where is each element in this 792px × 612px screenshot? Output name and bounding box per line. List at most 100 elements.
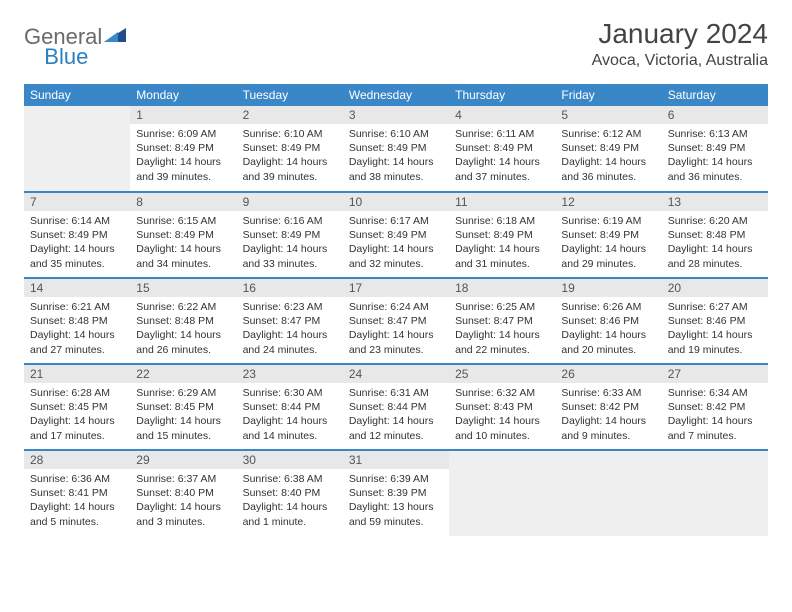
dayheader-sun: Sunday bbox=[24, 84, 130, 106]
sunset-text: Sunset: 8:49 PM bbox=[561, 141, 655, 155]
daylight-text: Daylight: 14 hours and 5 minutes. bbox=[30, 500, 124, 528]
daylight-text: Daylight: 14 hours and 3 minutes. bbox=[136, 500, 230, 528]
dayheader-sat: Saturday bbox=[662, 84, 768, 106]
sunset-text: Sunset: 8:49 PM bbox=[349, 141, 443, 155]
sunrise-text: Sunrise: 6:24 AM bbox=[349, 300, 443, 314]
day-number: 27 bbox=[662, 365, 768, 383]
calendar-cell: 16Sunrise: 6:23 AMSunset: 8:47 PMDayligh… bbox=[237, 278, 343, 364]
sunrise-text: Sunrise: 6:39 AM bbox=[349, 472, 443, 486]
day-content: Sunrise: 6:32 AMSunset: 8:43 PMDaylight:… bbox=[449, 383, 555, 447]
day-content: Sunrise: 6:28 AMSunset: 8:45 PMDaylight:… bbox=[24, 383, 130, 447]
daylight-text: Daylight: 14 hours and 12 minutes. bbox=[349, 414, 443, 442]
sunrise-text: Sunrise: 6:13 AM bbox=[668, 127, 762, 141]
daylight-text: Daylight: 14 hours and 23 minutes. bbox=[349, 328, 443, 356]
sunrise-text: Sunrise: 6:36 AM bbox=[30, 472, 124, 486]
location-label: Avoca, Victoria, Australia bbox=[592, 52, 768, 70]
sunset-text: Sunset: 8:44 PM bbox=[243, 400, 337, 414]
daylight-text: Daylight: 14 hours and 31 minutes. bbox=[455, 242, 549, 270]
sunrise-text: Sunrise: 6:29 AM bbox=[136, 386, 230, 400]
day-content: Sunrise: 6:19 AMSunset: 8:49 PMDaylight:… bbox=[555, 211, 661, 275]
daylight-text: Daylight: 14 hours and 22 minutes. bbox=[455, 328, 549, 356]
calendar-row: 21Sunrise: 6:28 AMSunset: 8:45 PMDayligh… bbox=[24, 364, 768, 450]
calendar-cell: 20Sunrise: 6:27 AMSunset: 8:46 PMDayligh… bbox=[662, 278, 768, 364]
daylight-text: Daylight: 14 hours and 39 minutes. bbox=[136, 155, 230, 183]
day-content: Sunrise: 6:12 AMSunset: 8:49 PMDaylight:… bbox=[555, 124, 661, 188]
calendar-cell: 21Sunrise: 6:28 AMSunset: 8:45 PMDayligh… bbox=[24, 364, 130, 450]
daylight-text: Daylight: 14 hours and 17 minutes. bbox=[30, 414, 124, 442]
dayheader-tue: Tuesday bbox=[237, 84, 343, 106]
day-number: 11 bbox=[449, 193, 555, 211]
sunset-text: Sunset: 8:49 PM bbox=[136, 228, 230, 242]
day-number: 29 bbox=[130, 451, 236, 469]
day-content: Sunrise: 6:11 AMSunset: 8:49 PMDaylight:… bbox=[449, 124, 555, 188]
calendar-cell: 7Sunrise: 6:14 AMSunset: 8:49 PMDaylight… bbox=[24, 192, 130, 278]
day-content: Sunrise: 6:10 AMSunset: 8:49 PMDaylight:… bbox=[343, 124, 449, 188]
daylight-text: Daylight: 14 hours and 36 minutes. bbox=[561, 155, 655, 183]
day-content: Sunrise: 6:22 AMSunset: 8:48 PMDaylight:… bbox=[130, 297, 236, 361]
day-content: Sunrise: 6:13 AMSunset: 8:49 PMDaylight:… bbox=[662, 124, 768, 188]
day-content: Sunrise: 6:20 AMSunset: 8:48 PMDaylight:… bbox=[662, 211, 768, 275]
day-content: Sunrise: 6:16 AMSunset: 8:49 PMDaylight:… bbox=[237, 211, 343, 275]
day-content: Sunrise: 6:26 AMSunset: 8:46 PMDaylight:… bbox=[555, 297, 661, 361]
calendar-cell bbox=[555, 450, 661, 536]
calendar-table: Sunday Monday Tuesday Wednesday Thursday… bbox=[24, 84, 768, 536]
day-number: 31 bbox=[343, 451, 449, 469]
sunset-text: Sunset: 8:46 PM bbox=[668, 314, 762, 328]
sunrise-text: Sunrise: 6:16 AM bbox=[243, 214, 337, 228]
day-number: 18 bbox=[449, 279, 555, 297]
calendar-cell: 8Sunrise: 6:15 AMSunset: 8:49 PMDaylight… bbox=[130, 192, 236, 278]
day-number: 26 bbox=[555, 365, 661, 383]
calendar-cell bbox=[449, 450, 555, 536]
day-content: Sunrise: 6:36 AMSunset: 8:41 PMDaylight:… bbox=[24, 469, 130, 533]
dayheader-fri: Friday bbox=[555, 84, 661, 106]
day-content: Sunrise: 6:33 AMSunset: 8:42 PMDaylight:… bbox=[555, 383, 661, 447]
calendar-cell: 11Sunrise: 6:18 AMSunset: 8:49 PMDayligh… bbox=[449, 192, 555, 278]
calendar-cell: 12Sunrise: 6:19 AMSunset: 8:49 PMDayligh… bbox=[555, 192, 661, 278]
daylight-text: Daylight: 14 hours and 20 minutes. bbox=[561, 328, 655, 356]
day-number: 16 bbox=[237, 279, 343, 297]
day-number: 4 bbox=[449, 106, 555, 124]
daylight-text: Daylight: 14 hours and 33 minutes. bbox=[243, 242, 337, 270]
dayheader-thu: Thursday bbox=[449, 84, 555, 106]
sunrise-text: Sunrise: 6:18 AM bbox=[455, 214, 549, 228]
day-number: 6 bbox=[662, 106, 768, 124]
day-content: Sunrise: 6:34 AMSunset: 8:42 PMDaylight:… bbox=[662, 383, 768, 447]
calendar-header-row: Sunday Monday Tuesday Wednesday Thursday… bbox=[24, 84, 768, 106]
calendar-cell: 27Sunrise: 6:34 AMSunset: 8:42 PMDayligh… bbox=[662, 364, 768, 450]
daylight-text: Daylight: 13 hours and 59 minutes. bbox=[349, 500, 443, 528]
sunrise-text: Sunrise: 6:11 AM bbox=[455, 127, 549, 141]
sunrise-text: Sunrise: 6:25 AM bbox=[455, 300, 549, 314]
day-content: Sunrise: 6:25 AMSunset: 8:47 PMDaylight:… bbox=[449, 297, 555, 361]
dayheader-mon: Monday bbox=[130, 84, 236, 106]
sunset-text: Sunset: 8:48 PM bbox=[136, 314, 230, 328]
day-number: 20 bbox=[662, 279, 768, 297]
day-content: Sunrise: 6:09 AMSunset: 8:49 PMDaylight:… bbox=[130, 124, 236, 188]
day-content: Sunrise: 6:37 AMSunset: 8:40 PMDaylight:… bbox=[130, 469, 236, 533]
sunrise-text: Sunrise: 6:30 AM bbox=[243, 386, 337, 400]
day-number: 19 bbox=[555, 279, 661, 297]
calendar-cell: 5Sunrise: 6:12 AMSunset: 8:49 PMDaylight… bbox=[555, 106, 661, 192]
day-number: 7 bbox=[24, 193, 130, 211]
sunrise-text: Sunrise: 6:15 AM bbox=[136, 214, 230, 228]
sunset-text: Sunset: 8:45 PM bbox=[30, 400, 124, 414]
daylight-text: Daylight: 14 hours and 15 minutes. bbox=[136, 414, 230, 442]
sunset-text: Sunset: 8:41 PM bbox=[30, 486, 124, 500]
day-number: 13 bbox=[662, 193, 768, 211]
sunrise-text: Sunrise: 6:12 AM bbox=[561, 127, 655, 141]
calendar-row: 1Sunrise: 6:09 AMSunset: 8:49 PMDaylight… bbox=[24, 106, 768, 192]
daylight-text: Daylight: 14 hours and 10 minutes. bbox=[455, 414, 549, 442]
calendar-cell: 24Sunrise: 6:31 AMSunset: 8:44 PMDayligh… bbox=[343, 364, 449, 450]
sunset-text: Sunset: 8:47 PM bbox=[349, 314, 443, 328]
sunset-text: Sunset: 8:40 PM bbox=[243, 486, 337, 500]
sunset-text: Sunset: 8:43 PM bbox=[455, 400, 549, 414]
calendar-cell: 25Sunrise: 6:32 AMSunset: 8:43 PMDayligh… bbox=[449, 364, 555, 450]
daylight-text: Daylight: 14 hours and 9 minutes. bbox=[561, 414, 655, 442]
sunset-text: Sunset: 8:39 PM bbox=[349, 486, 443, 500]
sunset-text: Sunset: 8:45 PM bbox=[136, 400, 230, 414]
daylight-text: Daylight: 14 hours and 29 minutes. bbox=[561, 242, 655, 270]
day-number: 3 bbox=[343, 106, 449, 124]
calendar-cell: 15Sunrise: 6:22 AMSunset: 8:48 PMDayligh… bbox=[130, 278, 236, 364]
day-number: 30 bbox=[237, 451, 343, 469]
day-content: Sunrise: 6:14 AMSunset: 8:49 PMDaylight:… bbox=[24, 211, 130, 275]
daylight-text: Daylight: 14 hours and 26 minutes. bbox=[136, 328, 230, 356]
